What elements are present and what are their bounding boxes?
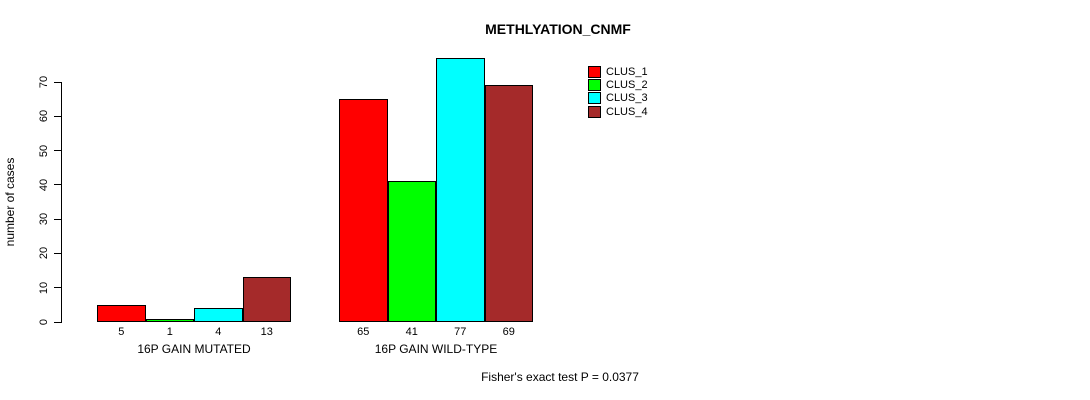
y-tick-mark (54, 321, 61, 323)
bar-clus_4-group0 (242, 277, 291, 322)
legend-swatch-clus_4 (588, 105, 601, 118)
y-tick-label: 20 (38, 247, 50, 260)
y-tick-label: 30 (38, 213, 50, 226)
y-tick-mark (54, 81, 61, 83)
legend-item: CLUS_3 (588, 92, 648, 105)
category-label: 16P GAIN MUTATED (137, 342, 251, 356)
legend-swatch-clus_3 (588, 92, 601, 105)
y-tick-label: 10 (38, 281, 50, 294)
bar-value-label: 5 (118, 326, 125, 338)
chart-title: METHLYATION_CNMF (485, 21, 631, 37)
bar-value-label: 41 (405, 326, 418, 338)
legend-label: CLUS_4 (606, 105, 648, 118)
bar-clus_2-group0 (145, 318, 194, 322)
y-tick-mark (54, 150, 61, 152)
legend-label: CLUS_2 (606, 79, 648, 92)
y-tick-label: 70 (38, 75, 50, 89)
y-tick-label: 0 (38, 318, 50, 326)
bar-value-label: 65 (357, 326, 370, 338)
bar-value-label: 13 (260, 326, 273, 338)
annotation-text: Fisher's exact test P = 0.0377 (481, 370, 639, 384)
y-tick-mark (54, 287, 61, 289)
y-tick-label: 60 (38, 110, 50, 123)
bar-clus_1-group0 (97, 304, 146, 322)
category-label: 16P GAIN WILD-TYPE (374, 342, 498, 356)
bar-clus_2-group1 (387, 181, 436, 322)
y-axis-label: number of cases (3, 157, 17, 247)
y-tick-label: 40 (38, 178, 50, 191)
legend-swatch-clus_1 (588, 65, 601, 78)
bar-clus_3-group0 (194, 308, 243, 322)
legend-swatch-clus_2 (588, 79, 601, 92)
bar-clus_3-group1 (436, 58, 485, 322)
bar-clus_4-group1 (484, 85, 533, 322)
y-tick-label: 50 (38, 144, 50, 157)
y-axis-line (61, 82, 62, 323)
bar-clus_1-group1 (339, 99, 388, 322)
bar-value-label: 77 (454, 326, 467, 338)
legend-label: CLUS_3 (606, 92, 648, 105)
y-tick-mark (54, 218, 61, 220)
y-tick-mark (54, 184, 61, 186)
legend-item: CLUS_2 (588, 78, 648, 92)
bar-value-label: 1 (166, 326, 173, 338)
legend-item: CLUS_4 (588, 105, 648, 118)
bar-value-label: 4 (215, 326, 222, 338)
y-tick-mark (54, 252, 61, 254)
bar-value-label: 69 (502, 326, 515, 338)
legend-item: CLUS_1 (588, 65, 648, 78)
legend-label: CLUS_1 (606, 65, 648, 78)
y-tick-mark (54, 115, 61, 117)
legend: CLUS_1 CLUS_2 CLUS_3 CLUS_4 (588, 65, 648, 119)
